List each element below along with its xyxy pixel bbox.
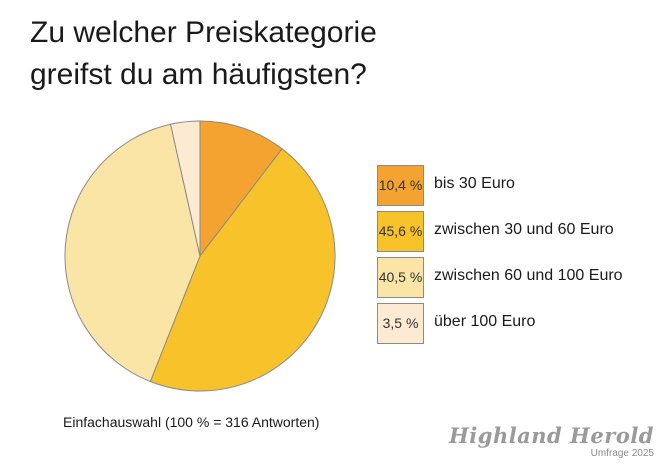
legend-swatch-30-60: 45,6 %	[377, 211, 424, 252]
brand-name: Highland Herold	[448, 423, 654, 448]
legend-swatch-60-100: 40,5 %	[377, 257, 424, 298]
legend-label-30-60: zwischen 30 und 60 Euro	[434, 221, 614, 238]
chart-title: Zu welcher Preiskategorie greifst du am …	[30, 12, 450, 96]
legend-label-ueber-100: über 100 Euro	[434, 313, 536, 330]
title-line-2: greifst du am häufigsten?	[30, 58, 367, 91]
footnote: Einfachauswahl (100 % = 316 Antworten)	[63, 414, 320, 430]
brand-subtitle: Umfrage 2025	[590, 448, 654, 459]
title-line-1: Zu welcher Preiskategorie	[30, 16, 377, 49]
legend-swatch-ueber-100: 3,5 %	[377, 303, 424, 344]
legend-label-bis-30: bis 30 Euro	[434, 175, 515, 192]
legend-label-60-100: zwischen 60 und 100 Euro	[434, 267, 623, 284]
pie-slice-bis-30	[199, 120, 283, 257]
pie-slice-60-100	[64, 123, 201, 383]
pie-slice-ueber-100	[170, 120, 201, 257]
brand-logo: Highland Herold Umfrage 2025	[449, 424, 654, 460]
pie-slice-30-60	[149, 148, 336, 392]
legend-swatch-bis-30: 10,4 %	[377, 165, 424, 206]
